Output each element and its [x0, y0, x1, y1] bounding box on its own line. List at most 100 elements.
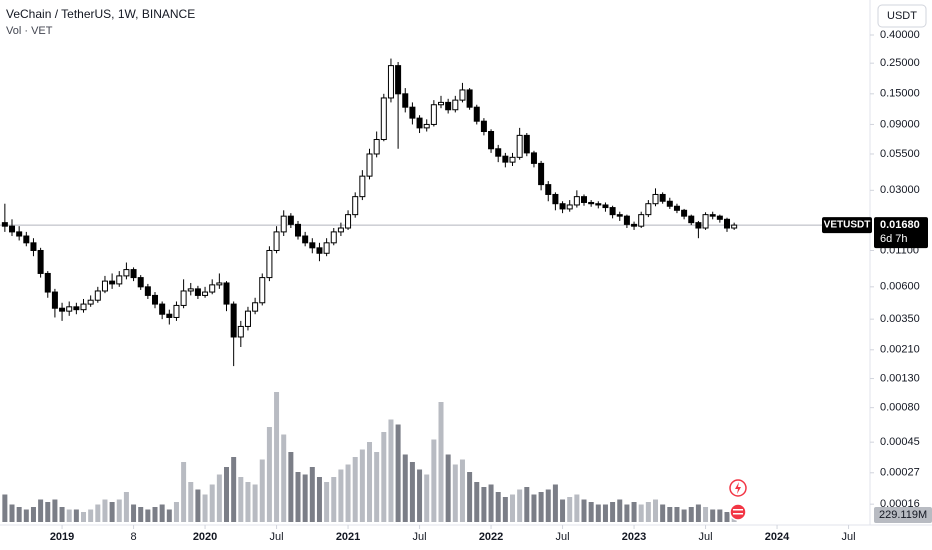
candle-body — [538, 162, 545, 186]
currency-button[interactable] — [877, 4, 927, 28]
price-tag — [874, 217, 928, 249]
candle-body — [252, 302, 259, 312]
candle-body — [495, 148, 502, 157]
candle-body — [23, 235, 30, 244]
candle-body — [709, 214, 716, 217]
volume-bar — [266, 427, 272, 522]
volume-bar — [374, 452, 380, 522]
volume-bar — [252, 484, 258, 522]
volume-bar — [166, 509, 172, 522]
candle-body — [488, 131, 495, 150]
volume-bar — [388, 419, 394, 522]
volume-bar — [309, 467, 315, 522]
candle-body — [223, 282, 230, 305]
x-tick-label: Jul — [699, 531, 713, 543]
candle-body — [1, 222, 8, 227]
volume-bar — [660, 504, 666, 522]
volume-bar — [274, 392, 280, 522]
candle-body — [373, 139, 380, 155]
flag-icon[interactable] — [729, 503, 747, 521]
candle-body — [452, 99, 459, 111]
x-tick-label: Jul — [270, 531, 284, 543]
symbol-label: VETUSDT — [824, 220, 871, 231]
candle-body — [51, 291, 58, 309]
currency-label: USDT — [887, 10, 917, 22]
x-tick-label: 8 — [130, 531, 136, 543]
candle-body — [402, 93, 409, 108]
volume-title: Vol · VET — [6, 25, 53, 37]
y-tick-label: 0.00210 — [880, 344, 920, 356]
volume-bar — [681, 509, 687, 522]
candle-body — [530, 152, 537, 164]
volume-bar — [202, 494, 208, 522]
volume-bar — [417, 469, 423, 522]
candle-body — [101, 280, 108, 292]
volume-bar — [216, 474, 222, 522]
candle-body — [259, 277, 266, 304]
lightning-icon — [735, 482, 741, 494]
volume-bar — [66, 509, 72, 522]
candle-body — [109, 280, 116, 285]
candle-body — [166, 313, 173, 318]
y-tick-label: 0.00045 — [880, 436, 920, 448]
candle-body — [9, 225, 16, 233]
volume-bar — [30, 507, 36, 522]
last-price-label: 0.01680 — [880, 219, 920, 231]
volume-bar — [424, 474, 430, 522]
candle-body — [159, 303, 166, 315]
volume-bar — [2, 494, 8, 522]
y-tick-label: 0.09000 — [880, 118, 920, 130]
candle-body — [688, 215, 695, 224]
chart-title: VeChain / TetherUS, 1W, BINANCE — [6, 7, 195, 21]
volume-bar — [510, 494, 516, 522]
candle-body — [302, 235, 309, 244]
volume-tag — [874, 507, 932, 523]
volume-bar — [395, 424, 401, 522]
y-tick-label: 0.00080 — [880, 402, 920, 414]
volume-bar — [302, 474, 308, 522]
candle-body — [509, 156, 516, 163]
volume-bar — [209, 484, 215, 522]
volume-bar — [188, 482, 194, 522]
volume-bar — [152, 507, 158, 522]
candle-body — [316, 247, 323, 254]
candle-body — [631, 223, 638, 227]
candle-body — [144, 286, 151, 296]
volume-bar — [316, 477, 322, 522]
event-icons — [729, 479, 747, 521]
candle-body — [502, 155, 509, 163]
volume-bar — [45, 502, 51, 522]
candle-body — [473, 106, 480, 122]
volume-bar — [131, 504, 137, 522]
candle-body — [273, 231, 280, 251]
candle-body — [73, 306, 80, 311]
candle-body — [244, 310, 251, 327]
volume-bar — [73, 509, 79, 522]
candle-body — [295, 223, 302, 237]
symbol-tag — [822, 217, 872, 234]
volume-bar — [324, 482, 330, 522]
candle-body — [80, 303, 87, 311]
candle-body — [659, 193, 666, 202]
flag-stripe — [733, 509, 743, 511]
volume-bar — [16, 507, 22, 522]
candle-body — [216, 282, 223, 286]
candle-body — [130, 269, 137, 279]
volume-bar — [445, 454, 451, 522]
volume-bar — [695, 504, 701, 522]
x-tick-label: 2023 — [622, 531, 646, 543]
volume-bar — [88, 509, 94, 522]
volume-bar — [181, 462, 187, 522]
volume-bar — [488, 484, 494, 522]
y-tick-label: 0.00350 — [880, 313, 920, 325]
y-tick-label: 0.00600 — [880, 281, 920, 293]
volume-bar — [295, 472, 301, 522]
candle-body — [731, 224, 738, 229]
volume-bar — [238, 477, 244, 522]
candle-body — [459, 89, 466, 101]
candle-body — [359, 175, 366, 198]
y-tick-label: 0.40000 — [880, 29, 920, 41]
candle-body — [44, 272, 51, 293]
candle-body — [523, 134, 530, 154]
candle-body — [180, 290, 187, 306]
